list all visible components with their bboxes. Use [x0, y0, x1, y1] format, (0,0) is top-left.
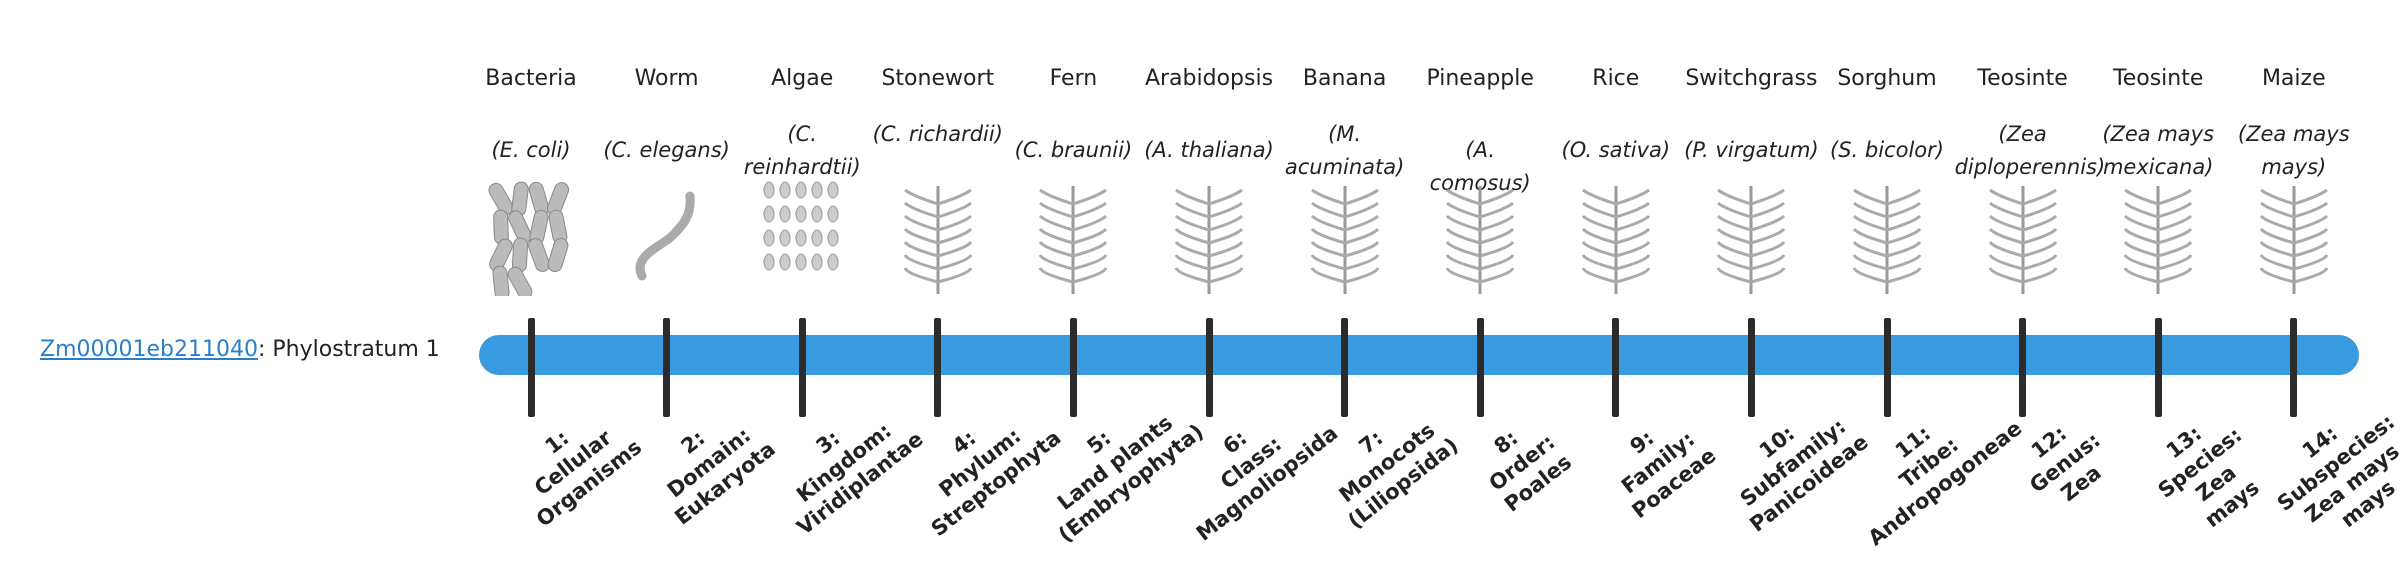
stratum-tick — [1205, 318, 1213, 417]
organism-name: Rice — [1592, 66, 1640, 91]
stratum-tick — [1747, 318, 1755, 417]
organism-scientific: (P. virgatum) — [1684, 138, 1819, 162]
organism-illustration — [635, 191, 695, 281]
stratum-tick — [1883, 318, 1891, 417]
organism-scientific: (E. coli) — [491, 138, 571, 162]
organism-name: Worm — [634, 66, 699, 91]
stratum-tick — [1341, 318, 1349, 417]
stratum-tick — [2290, 318, 2298, 417]
organism-name: Arabidopsis — [1144, 66, 1274, 91]
organism-illustration — [763, 181, 839, 271]
organism-illustration — [1445, 186, 1515, 294]
stratum-tick — [1069, 318, 1077, 417]
stratum-tick — [663, 318, 671, 417]
organism-name: Teosinte — [2113, 66, 2204, 91]
organism-illustration — [1852, 186, 1922, 294]
stratum-tick — [934, 318, 942, 417]
organism-name: Switchgrass — [1685, 66, 1818, 91]
organism-scientific: (C. reinhardtii) — [743, 122, 861, 179]
gene-link[interactable]: Zm00001eb211040 — [40, 337, 258, 362]
stratum-tick — [527, 318, 535, 417]
organism-name: Fern — [1049, 66, 1098, 91]
organism-name: Teosinte — [1977, 66, 2068, 91]
gene-heading: Zm00001eb211040: Phylostratum 1 — [40, 337, 440, 362]
organism-illustration — [1581, 186, 1651, 294]
organism-scientific: (M. acuminata) — [1284, 122, 1405, 179]
organism-illustration — [1988, 186, 2058, 294]
timeline-bar — [479, 335, 2359, 375]
organism-name: Banana — [1302, 66, 1387, 91]
organism-scientific: (C. richardii) — [872, 122, 1003, 146]
organism-scientific: (Zea mays mays) — [2237, 122, 2350, 179]
organism-illustration — [2123, 186, 2193, 294]
organism-name: Stonewort — [881, 66, 995, 91]
organism-name: Algae — [771, 66, 834, 91]
stratum-tick — [2154, 318, 2162, 417]
organism-illustration — [1038, 186, 1108, 294]
organism-name: Maize — [2261, 66, 2326, 91]
organism-illustration — [488, 181, 570, 296]
organism-scientific: (Zea diploperennis) — [1954, 122, 2106, 179]
organism-scientific: (S. bicolor) — [1830, 138, 1944, 162]
organism-name: Pineapple — [1426, 66, 1534, 91]
organism-name: Bacteria — [485, 66, 577, 91]
organism-scientific: (Zea mays mexicana) — [2102, 122, 2215, 179]
stratum-tick — [798, 318, 806, 417]
organism-scientific: (O. sativa) — [1561, 138, 1671, 162]
stratum-tick — [2019, 318, 2027, 417]
organism-scientific: (C. braunii) — [1014, 138, 1133, 162]
stratum-tick — [1612, 318, 1620, 417]
organism-illustration — [2259, 186, 2329, 294]
organism-scientific: (C. elegans) — [603, 138, 730, 162]
organism-scientific: (A. thaliana) — [1144, 138, 1274, 162]
organism-name: Sorghum — [1837, 66, 1937, 91]
organism-illustration — [903, 186, 973, 294]
organism-illustration — [1716, 186, 1786, 294]
organism-illustration — [1310, 186, 1380, 294]
gene-label: : Phylostratum 1 — [257, 337, 440, 362]
stratum-tick — [1476, 318, 1484, 417]
organism-illustration — [1174, 186, 1244, 294]
